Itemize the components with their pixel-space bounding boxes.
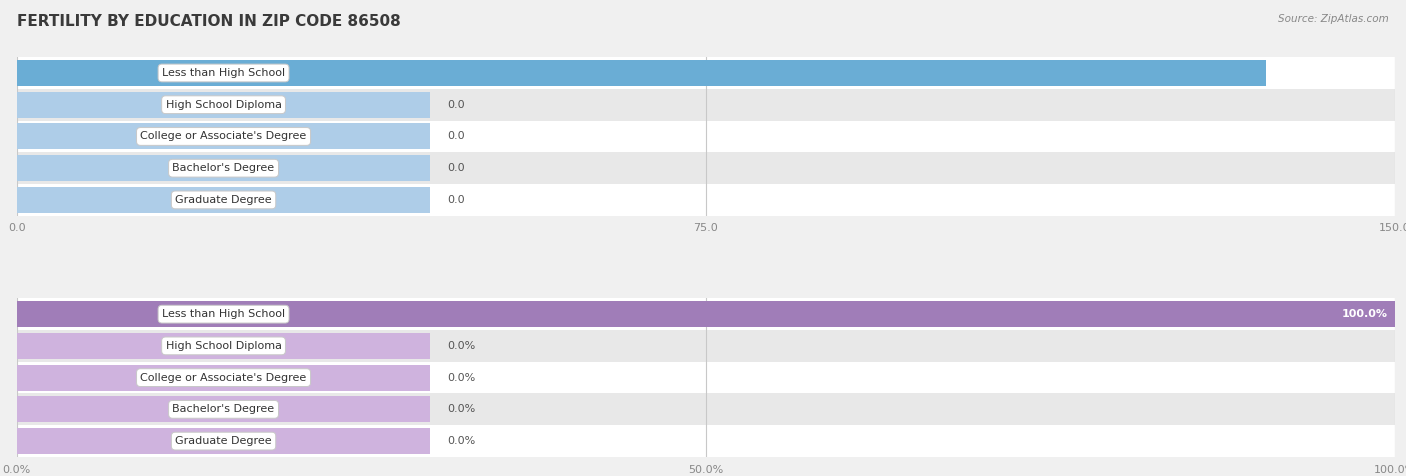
Text: Source: ZipAtlas.com: Source: ZipAtlas.com [1278,14,1389,24]
Bar [17,187,430,213]
Bar [17,184,1395,216]
Bar [17,60,430,86]
Text: 0.0: 0.0 [447,99,464,110]
Bar [17,301,430,327]
Bar [17,330,1395,362]
Text: College or Associate's Degree: College or Associate's Degree [141,131,307,141]
Bar [17,365,430,391]
Text: Less than High School: Less than High School [162,309,285,319]
Text: 0.0%: 0.0% [447,373,475,383]
Text: Less than High School: Less than High School [162,68,285,78]
Bar [17,425,1395,457]
Text: 0.0: 0.0 [447,163,464,173]
Text: 136.0: 136.0 [1353,68,1388,78]
Text: 0.0: 0.0 [447,195,464,205]
Bar [17,155,430,181]
Text: College or Associate's Degree: College or Associate's Degree [141,373,307,383]
Bar [17,397,430,422]
Text: Bachelor's Degree: Bachelor's Degree [173,404,274,415]
Text: Graduate Degree: Graduate Degree [176,436,271,446]
Bar [17,301,1395,327]
Text: 0.0: 0.0 [447,131,464,141]
Bar [17,60,1267,86]
Bar [17,57,1395,89]
Text: 0.0%: 0.0% [447,436,475,446]
Bar [17,152,1395,184]
Text: Bachelor's Degree: Bachelor's Degree [173,163,274,173]
Bar [17,123,430,149]
Text: 0.0%: 0.0% [447,341,475,351]
Bar [17,298,1395,330]
Text: High School Diploma: High School Diploma [166,99,281,110]
Bar [17,89,1395,120]
Bar [17,92,430,118]
Text: FERTILITY BY EDUCATION IN ZIP CODE 86508: FERTILITY BY EDUCATION IN ZIP CODE 86508 [17,14,401,30]
Bar [17,362,1395,394]
Bar [17,394,1395,425]
Text: 0.0%: 0.0% [447,404,475,415]
Bar [17,120,1395,152]
Bar [17,333,430,359]
Bar [17,428,430,454]
Text: 100.0%: 100.0% [1341,309,1388,319]
Text: Graduate Degree: Graduate Degree [176,195,271,205]
Text: High School Diploma: High School Diploma [166,341,281,351]
